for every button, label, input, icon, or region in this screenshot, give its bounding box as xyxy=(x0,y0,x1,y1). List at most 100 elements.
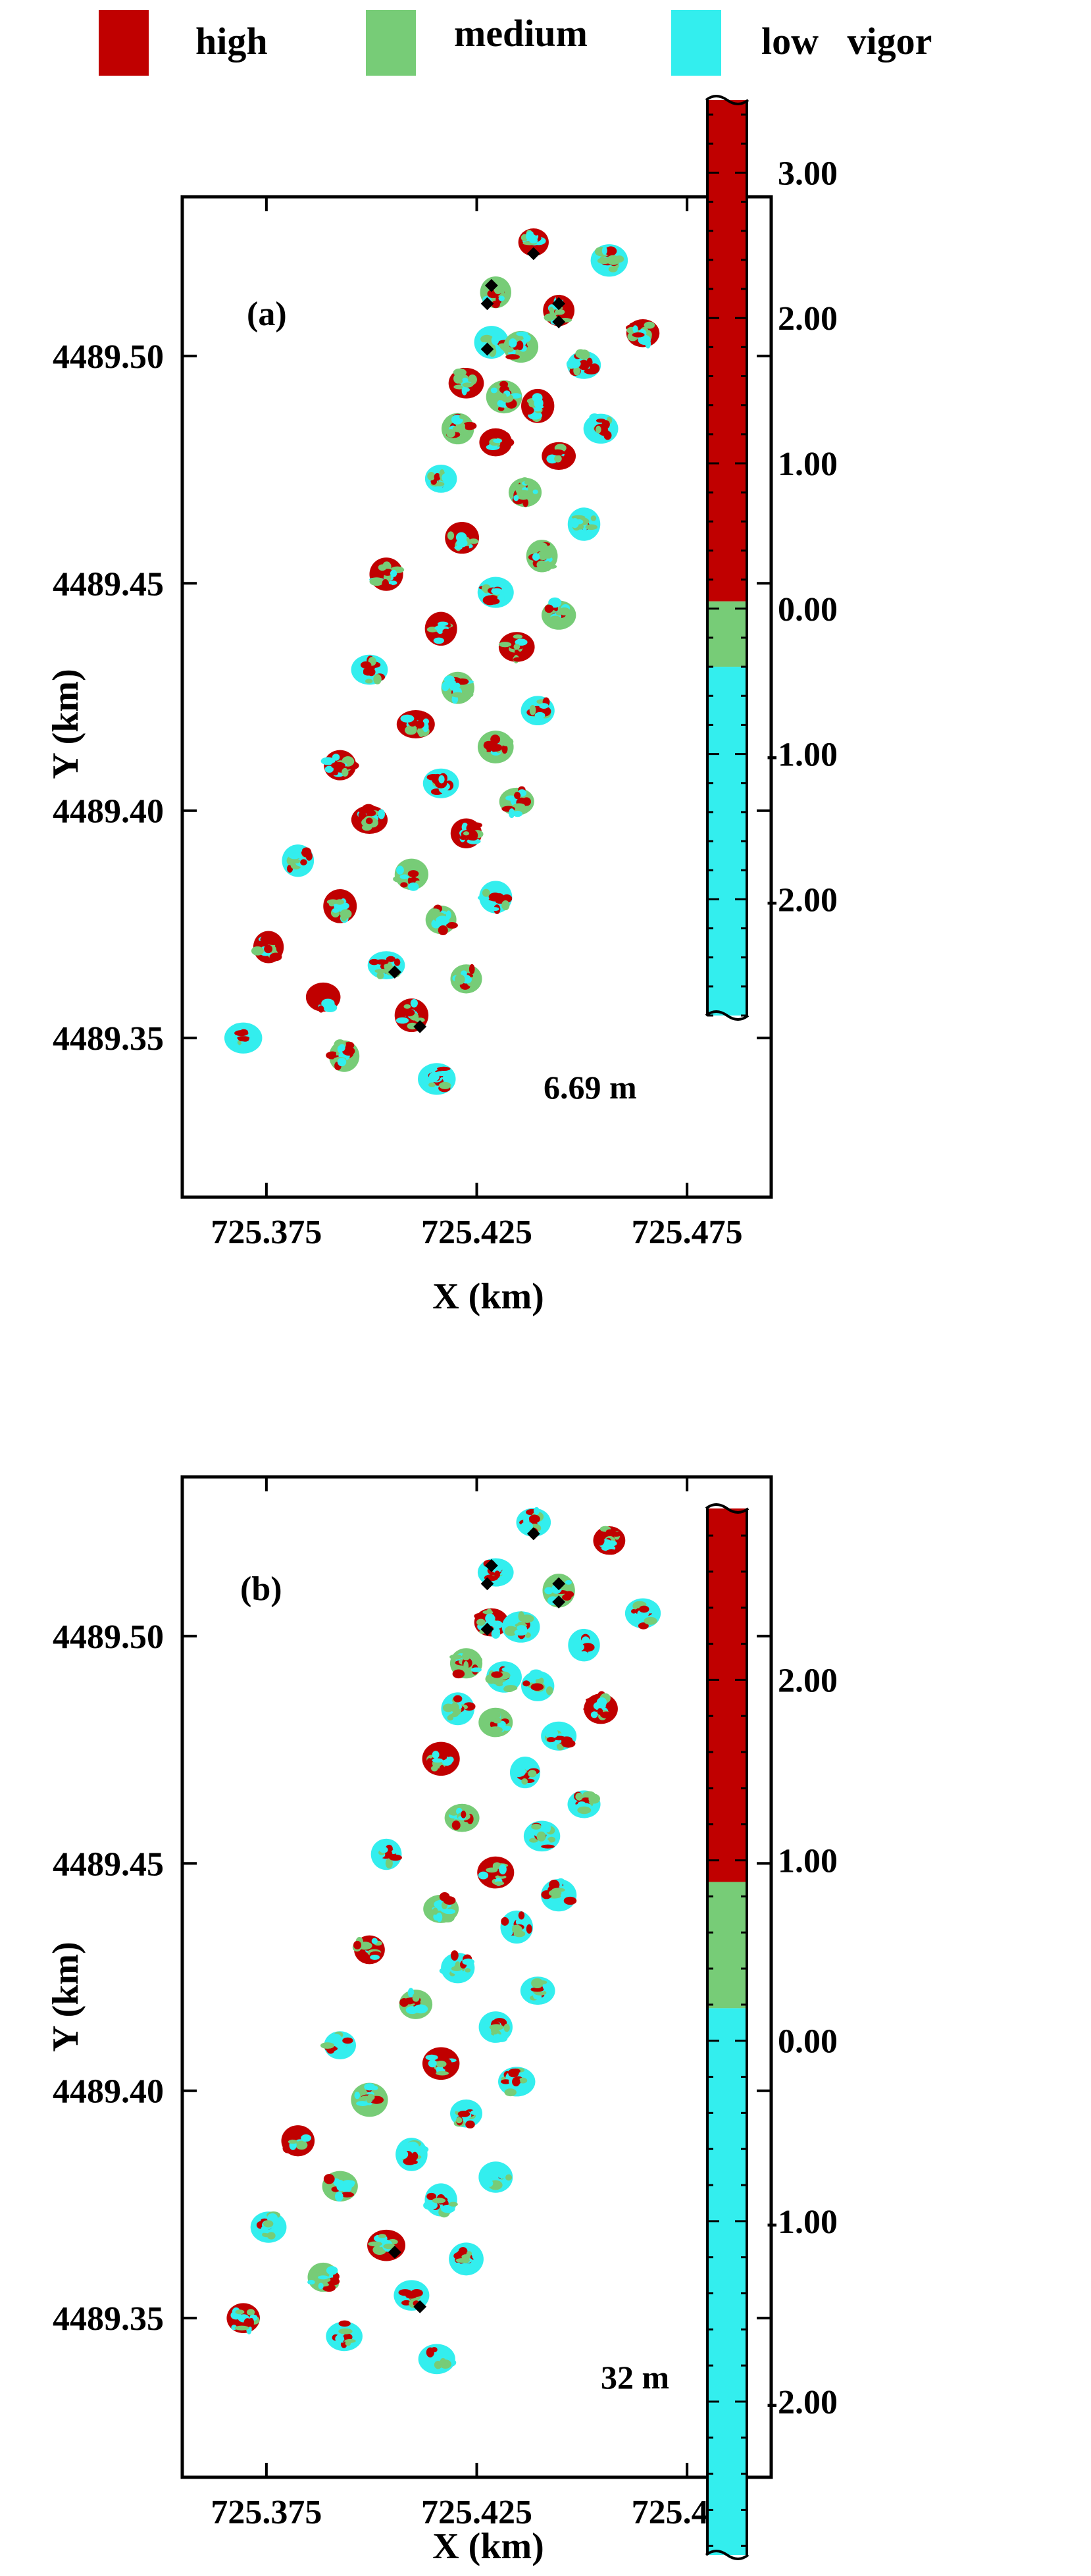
canopy-patch xyxy=(545,1824,551,1833)
tree-canopy xyxy=(520,696,555,726)
tree-canopy xyxy=(509,1757,541,1789)
canopy-patch xyxy=(301,847,312,858)
canopy-patch xyxy=(478,1871,489,1880)
panel-a: 725.375 725.425 725.475 4489.35 4489.40 4489.… xyxy=(45,195,773,1317)
canopy-patch xyxy=(442,629,449,634)
canopy-patch xyxy=(575,1793,583,1801)
canopy-patch xyxy=(493,438,502,444)
tree-canopy xyxy=(444,1803,480,1832)
canopy-patch xyxy=(347,2180,355,2186)
colorbar-tick-label: -1.00 xyxy=(767,2203,838,2241)
canopy-patch xyxy=(484,2034,494,2040)
canopy-patch xyxy=(300,859,307,865)
x-axis-title-a: X (km) xyxy=(432,1276,544,1317)
canopy-patch xyxy=(577,1801,586,1807)
canopy-patch xyxy=(396,865,404,875)
canopy-patch xyxy=(450,1703,459,1713)
canopy-patch xyxy=(369,577,384,586)
canopy-patch xyxy=(353,1940,362,1949)
canopy-patch xyxy=(406,2283,412,2288)
tree-canopy xyxy=(351,2082,388,2117)
canopy-patch xyxy=(432,2354,442,2361)
canopy-patch xyxy=(266,940,280,945)
tree-marker xyxy=(526,1527,540,1541)
canopy-patch xyxy=(443,1896,456,1905)
canopy-patch xyxy=(429,1071,440,1082)
canopy-patch xyxy=(336,2181,345,2192)
canopy-patch xyxy=(492,1863,499,1869)
tree-marker xyxy=(552,297,566,311)
canopy-patch xyxy=(337,1058,347,1067)
colorbar-edge xyxy=(705,1010,749,1021)
y-tick-label: 4489.45 xyxy=(53,565,164,603)
canopy-patch xyxy=(604,246,617,256)
canopy-patch xyxy=(413,2004,428,2014)
canopy-patch xyxy=(412,1993,420,2002)
canopy-patch xyxy=(644,321,655,329)
canopy-patch xyxy=(447,531,455,540)
canopy-patch xyxy=(605,1529,615,1535)
canopy-patch xyxy=(461,2254,470,2260)
legend-item-high: high xyxy=(99,10,268,76)
canopy-patch xyxy=(461,387,470,392)
tree-canopy xyxy=(593,1526,626,1555)
canopy-patch xyxy=(533,228,540,236)
canopy-patch xyxy=(486,1609,492,1615)
canopy-patch xyxy=(411,2160,418,2165)
canopy-patch xyxy=(436,2060,447,2068)
tree-canopy xyxy=(399,1988,433,2019)
y-tick-label: 4489.50 xyxy=(53,1618,164,1656)
canopy-patch xyxy=(586,1697,600,1702)
canopy-patch xyxy=(318,2275,329,2280)
tree-canopy xyxy=(498,2067,536,2097)
canopy-patch xyxy=(246,2309,255,2316)
tree-markers-b xyxy=(388,1527,566,2313)
canopy-patch xyxy=(494,1881,505,1886)
canopy-patch xyxy=(375,959,389,965)
canopy-patch xyxy=(501,1666,513,1672)
canopy-patch xyxy=(511,1766,526,1777)
tree-canopy xyxy=(322,2171,358,2202)
axis-ticks-b: 725.375 725.425 725.4754489.354489.404489.… xyxy=(53,1477,771,2531)
canopy-patch xyxy=(436,1912,443,1922)
canopy-patch xyxy=(386,956,396,962)
canopy-patch xyxy=(438,925,448,936)
canopy-patch xyxy=(588,1793,600,1804)
canopy-patch xyxy=(368,2241,382,2247)
tree-canopy xyxy=(583,1691,618,1724)
canopy-patch xyxy=(491,336,499,346)
canopy-patch xyxy=(356,2101,370,2106)
canopy-patch xyxy=(515,1917,526,1926)
tree-marker xyxy=(413,1020,427,1033)
colorbar-tick-label: -2.00 xyxy=(767,2384,838,2421)
tree-canopy xyxy=(541,1878,577,1912)
canopy-patch xyxy=(582,508,592,518)
canopy-patch xyxy=(235,2309,245,2315)
canopy-patch xyxy=(426,2192,437,2200)
canopy-patch xyxy=(253,2228,261,2234)
canopy-patch xyxy=(533,1507,540,1515)
canopy-patch xyxy=(463,691,474,698)
tree-canopy xyxy=(477,731,514,763)
tree-canopy xyxy=(439,1950,475,1984)
canopy-patch xyxy=(534,711,546,719)
canopy-patch xyxy=(596,263,607,274)
canopy-patch xyxy=(448,2202,458,2207)
canopy-patch xyxy=(342,767,349,777)
canopy-patch xyxy=(417,2146,429,2153)
canopy-patch xyxy=(503,1928,513,1937)
colorbar-b-ticks: 2.00 1.00 0.00 -1.00 -2.00 xyxy=(707,1534,838,2547)
canopy-patch xyxy=(454,974,465,985)
canopy-patch xyxy=(329,2033,342,2044)
tree-canopy xyxy=(500,1910,534,1944)
tree-canopy xyxy=(478,2011,513,2043)
canopy-patch xyxy=(491,300,500,309)
canopy-patch xyxy=(528,698,536,702)
canopy-patch xyxy=(536,560,547,569)
canopy-patch xyxy=(549,1880,560,1890)
canopy-patch xyxy=(559,607,571,616)
tree-canopy xyxy=(526,540,558,573)
tree-marker xyxy=(484,278,498,292)
tree-canopy xyxy=(479,428,515,457)
canopy-patch xyxy=(264,944,273,954)
